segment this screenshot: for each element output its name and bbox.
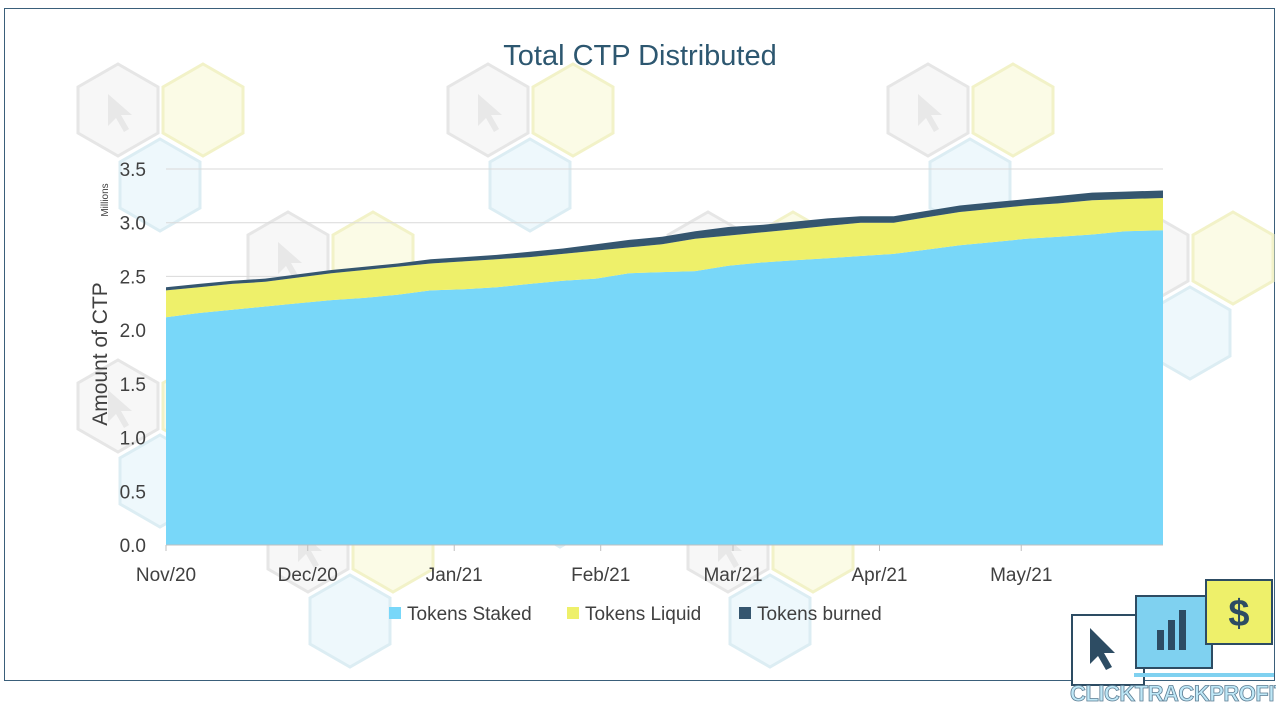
svg-text:CLICKTRACKPROFIT: CLICKTRACKPROFIT — [1070, 681, 1276, 706]
logo-text-profit: PROFIT — [1209, 681, 1276, 706]
x-tick-label: Apr/21 — [852, 565, 908, 586]
legend-label: Tokens Liquid — [585, 604, 701, 625]
legend: Tokens Staked Tokens Liquid Tokens burned — [389, 604, 882, 625]
logo-text-track: TRACK — [1135, 681, 1210, 706]
y-tick-label: 3.0 — [120, 214, 146, 235]
x-tick-label: May/21 — [990, 565, 1052, 586]
legend-label: Tokens Staked — [407, 604, 532, 625]
bar-chart-icon — [1179, 610, 1186, 650]
x-tick-label: Feb/21 — [571, 565, 630, 586]
legend-label: Tokens burned — [757, 604, 882, 625]
chart-title: Total CTP Distributed — [503, 40, 777, 72]
y-tick-label: 2.5 — [120, 267, 146, 288]
clicktrackprofit-logo: $ CLICKTRACKPROFIT — [1070, 579, 1276, 706]
area-series-3 — [166, 190, 1163, 291]
x-tick-label: Jan/21 — [426, 565, 483, 586]
y-axis-label: Amount of CTP — [89, 282, 112, 426]
legend-swatch — [739, 607, 751, 619]
y-tick-label: 1.0 — [120, 429, 146, 450]
y-tick-label: 2.0 — [120, 321, 146, 342]
area-series — [166, 190, 1163, 545]
chart-frame — [4, 8, 1275, 681]
cursor-icon — [1090, 628, 1115, 670]
legend-swatch — [389, 607, 401, 619]
legend-swatch — [567, 607, 579, 619]
dollar-icon: $ — [1228, 593, 1249, 635]
y-unit-label: Millions — [100, 183, 111, 216]
x-tick-label: Nov/20 — [136, 565, 196, 586]
x-tick-label: Dec/20 — [278, 565, 338, 586]
y-axis: 0.0 0.5 1.0 1.5 2.0 2.5 3.0 3.5 — [120, 160, 146, 557]
y-tick-label: 3.5 — [120, 160, 146, 181]
y-tick-label: 1.5 — [120, 375, 146, 396]
y-tick-label: 0.5 — [120, 482, 146, 503]
area-series-2 — [166, 198, 1163, 318]
x-tick-label: Mar/21 — [703, 565, 762, 586]
area-series-1 — [166, 230, 1163, 545]
y-tick-label: 0.0 — [120, 536, 146, 557]
x-axis: Nov/20 Dec/20 Jan/21 Feb/21 Mar/21 Apr/21 May/… — [136, 544, 1163, 586]
logo-text-click: CLICK — [1070, 681, 1135, 706]
